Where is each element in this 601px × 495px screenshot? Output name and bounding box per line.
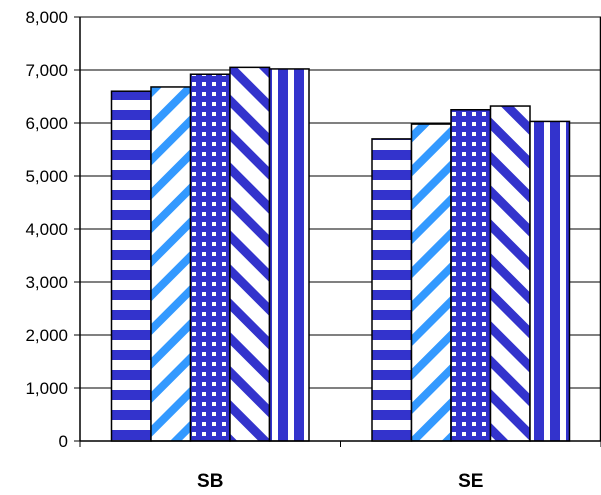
y-tick-label: 8,000 (25, 8, 68, 27)
bar-se-2 (410, 123, 452, 442)
x-category-label: SE (458, 471, 483, 492)
bar-se-4 (489, 105, 531, 442)
y-tick-label: 6,000 (25, 114, 68, 133)
y-tick-label: 3,000 (25, 273, 68, 292)
y-tick-label: 5,000 (25, 167, 68, 186)
bar-sb-3 (189, 73, 231, 442)
y-tick-label: 0 (59, 432, 68, 451)
bar-se-3 (450, 109, 492, 442)
x-category-label: SB (197, 471, 223, 492)
y-tick-label: 7,000 (25, 61, 68, 80)
y-tick-label: 4,000 (25, 220, 68, 239)
x-axis-category-labels: SB SE (197, 471, 483, 492)
bar-se-5 (529, 120, 571, 442)
bar-sb-2 (150, 86, 192, 442)
y-axis-tick-labels: 0 1,000 2,000 3,000 4,000 5,000 6,000 7,000 8,00… (25, 8, 80, 451)
bar-sb-4 (229, 66, 271, 442)
bar-sb-5 (268, 68, 310, 442)
y-tick-label: 1,000 (25, 379, 68, 398)
bar-sb-1 (110, 90, 152, 442)
bar-se-1 (371, 138, 413, 442)
y-tick-label: 2,000 (25, 326, 68, 345)
bars (110, 66, 571, 442)
